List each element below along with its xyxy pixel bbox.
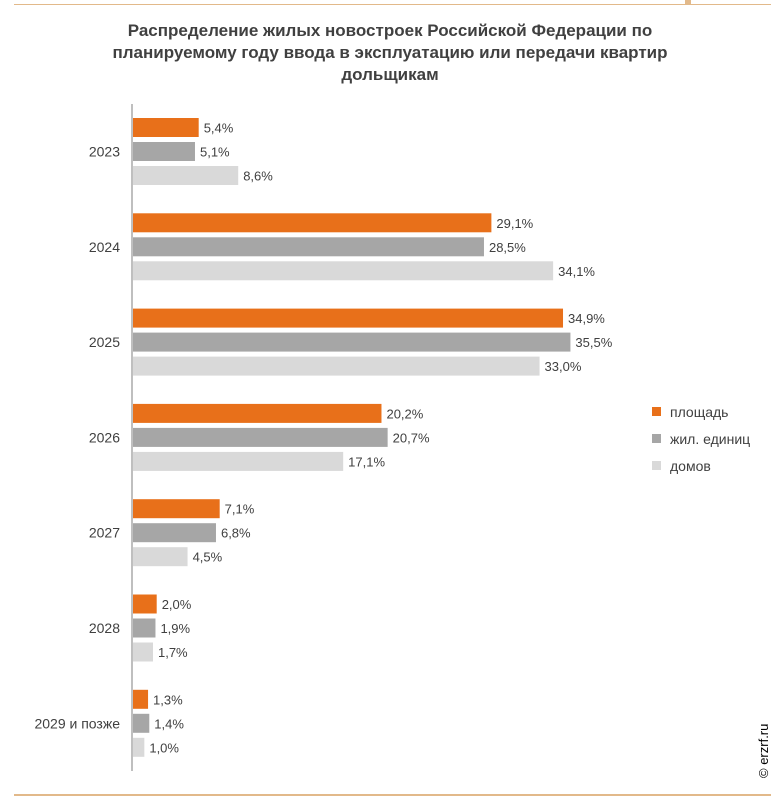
legend-swatch-units	[652, 434, 661, 443]
bar	[132, 451, 344, 471]
data-label: 20,2%	[386, 406, 423, 421]
data-label: 20,7%	[393, 430, 430, 445]
bar	[132, 594, 157, 614]
legend: площадь жил. единиц домов	[652, 398, 750, 479]
data-label: 7,1%	[225, 502, 255, 517]
legend-label-units: жил. единиц	[670, 430, 751, 447]
bar	[132, 499, 220, 519]
bar	[132, 166, 239, 185]
legend-item-units: жил. единиц	[652, 425, 750, 452]
data-label: 1,3%	[153, 692, 183, 707]
category-label: 2028	[89, 620, 120, 636]
bar	[132, 713, 150, 733]
legend-label-area: площадь	[670, 403, 729, 420]
data-label: 1,9%	[160, 621, 190, 636]
bottom-rule	[14, 794, 771, 796]
bar	[132, 332, 571, 352]
bar	[132, 737, 145, 757]
data-label: 5,4%	[204, 121, 234, 136]
bar	[132, 356, 540, 376]
data-label: 5,1%	[200, 145, 230, 160]
data-label: 1,7%	[158, 645, 188, 660]
bar	[132, 547, 188, 567]
data-label: 2,0%	[162, 597, 192, 612]
data-label: 29,1%	[496, 216, 533, 231]
legend-item-area: площадь	[652, 398, 750, 425]
data-label: 4,5%	[193, 550, 223, 565]
bar	[132, 118, 199, 137]
legend-swatch-area	[652, 407, 661, 416]
bar	[132, 308, 564, 328]
category-label: 2024	[89, 239, 120, 255]
category-label: 2027	[89, 525, 120, 541]
credit-text: © erzrf.ru	[756, 723, 771, 778]
category-label: 2025	[89, 334, 120, 350]
bar	[132, 523, 216, 543]
data-label: 8,6%	[243, 169, 273, 184]
category-label: 2026	[89, 429, 120, 445]
data-label: 34,1%	[558, 264, 595, 279]
data-label: 34,9%	[568, 311, 605, 326]
bar	[132, 403, 382, 423]
bar	[132, 618, 156, 638]
legend-swatch-houses	[652, 461, 661, 470]
data-label: 28,5%	[489, 240, 526, 255]
category-label: 2029 и позже	[34, 715, 120, 731]
legend-label-houses: домов	[670, 457, 711, 474]
bar	[132, 142, 195, 161]
bar	[132, 261, 554, 281]
bar	[132, 237, 484, 257]
top-rule-mark	[685, 0, 691, 4]
top-rule	[14, 4, 771, 5]
bar	[132, 427, 388, 447]
data-label: 33,0%	[545, 359, 582, 374]
data-label: 17,1%	[348, 454, 385, 469]
category-label: 2023	[89, 144, 120, 160]
data-label: 1,4%	[154, 716, 184, 731]
bar	[132, 642, 153, 662]
legend-item-houses: домов	[652, 452, 750, 479]
data-label: 1,0%	[149, 740, 179, 755]
data-label: 35,5%	[575, 335, 612, 350]
bar	[132, 213, 492, 233]
bar	[132, 689, 149, 709]
chart-title: Распределение жилых новостроек Российско…	[112, 21, 668, 84]
data-label: 6,8%	[221, 526, 251, 541]
